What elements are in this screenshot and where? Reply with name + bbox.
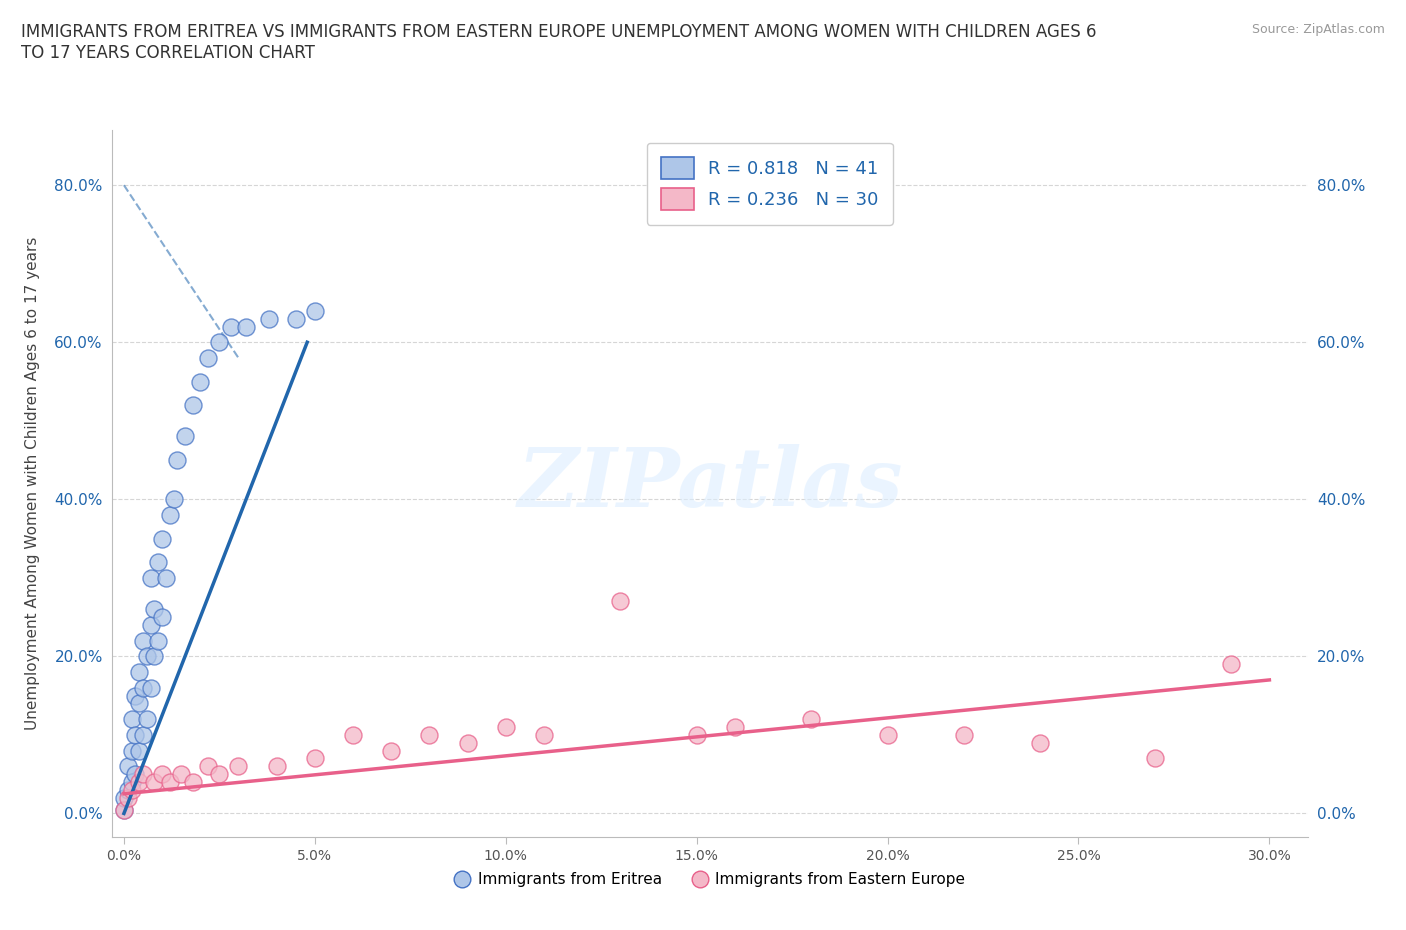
Point xyxy=(380,743,402,758)
Point xyxy=(132,681,155,696)
Point xyxy=(117,759,139,774)
Text: ZIPatlas: ZIPatlas xyxy=(517,444,903,524)
Point xyxy=(155,570,177,585)
Point xyxy=(170,766,193,781)
Point xyxy=(257,312,280,326)
Point xyxy=(162,492,184,507)
Point xyxy=(197,759,219,774)
Point xyxy=(112,802,135,817)
Point xyxy=(1029,736,1052,751)
Point xyxy=(128,775,150,790)
Point xyxy=(159,508,181,523)
Point xyxy=(953,727,976,742)
Point xyxy=(208,335,231,350)
Point xyxy=(112,802,135,817)
Point xyxy=(143,775,166,790)
Point xyxy=(121,775,143,790)
Point xyxy=(132,633,155,648)
Point xyxy=(266,759,288,774)
Point xyxy=(495,720,517,735)
Point xyxy=(174,429,197,444)
Point xyxy=(150,766,173,781)
Point xyxy=(117,782,139,797)
Point xyxy=(533,727,555,742)
Point xyxy=(724,720,747,735)
Point xyxy=(150,531,173,546)
Point xyxy=(159,775,181,790)
Point xyxy=(128,743,150,758)
Y-axis label: Unemployment Among Women with Children Ages 6 to 17 years: Unemployment Among Women with Children A… xyxy=(25,237,41,730)
Point xyxy=(135,711,157,726)
Point xyxy=(143,602,166,617)
Text: Source: ZipAtlas.com: Source: ZipAtlas.com xyxy=(1251,23,1385,36)
Point xyxy=(135,649,157,664)
Point xyxy=(112,790,135,805)
Point xyxy=(150,610,173,625)
Point xyxy=(139,618,162,632)
Point xyxy=(132,727,155,742)
Point xyxy=(128,665,150,680)
Point xyxy=(124,688,146,703)
Point xyxy=(117,790,139,805)
Legend: Immigrants from Eritrea, Immigrants from Eastern Europe: Immigrants from Eritrea, Immigrants from… xyxy=(449,866,972,893)
Point xyxy=(197,351,219,365)
Point xyxy=(181,775,204,790)
Point xyxy=(181,398,204,413)
Point xyxy=(685,727,707,742)
Point xyxy=(148,633,170,648)
Point xyxy=(304,751,326,766)
Point xyxy=(166,453,188,468)
Point xyxy=(124,766,146,781)
Point xyxy=(1143,751,1166,766)
Point xyxy=(124,727,146,742)
Point xyxy=(609,594,631,609)
Point xyxy=(121,782,143,797)
Point xyxy=(139,681,162,696)
Text: IMMIGRANTS FROM ERITREA VS IMMIGRANTS FROM EASTERN EUROPE UNEMPLOYMENT AMONG WOM: IMMIGRANTS FROM ERITREA VS IMMIGRANTS FR… xyxy=(21,23,1097,62)
Point xyxy=(457,736,479,751)
Point xyxy=(304,303,326,318)
Point xyxy=(128,696,150,711)
Point xyxy=(418,727,440,742)
Point xyxy=(188,374,211,389)
Point xyxy=(1220,657,1243,671)
Point xyxy=(228,759,250,774)
Point xyxy=(208,766,231,781)
Point xyxy=(284,312,307,326)
Point xyxy=(800,711,823,726)
Point xyxy=(121,711,143,726)
Point xyxy=(219,319,242,334)
Point xyxy=(143,649,166,664)
Point xyxy=(148,554,170,569)
Point xyxy=(121,743,143,758)
Point xyxy=(132,766,155,781)
Point xyxy=(139,570,162,585)
Point xyxy=(235,319,257,334)
Point xyxy=(342,727,364,742)
Point xyxy=(876,727,898,742)
